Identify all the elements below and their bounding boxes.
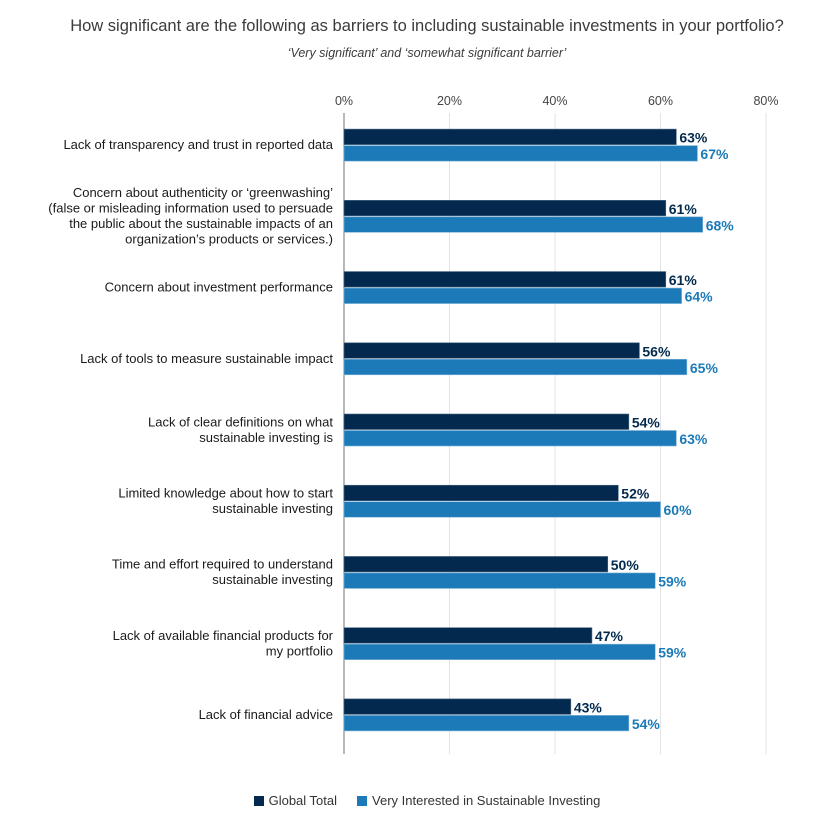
x-tick-label: 20% xyxy=(437,94,462,108)
bar-global-total xyxy=(343,484,619,502)
value-label-global-total: 43% xyxy=(574,699,603,715)
value-label-very-interested: 63% xyxy=(679,431,708,447)
bar-global-total xyxy=(343,627,593,644)
value-label-global-total: 61% xyxy=(669,272,698,288)
category-label: Lack of transparency and trust in report… xyxy=(63,137,333,152)
bar-very-interested xyxy=(343,501,661,518)
bar-global-total xyxy=(343,342,640,359)
value-label-global-total: 54% xyxy=(632,415,661,431)
category-label: Concern about authenticity or ‘greenwash… xyxy=(48,185,333,247)
bar-very-interested xyxy=(343,145,698,162)
x-tick-label: 40% xyxy=(542,94,567,108)
value-label-very-interested: 64% xyxy=(685,289,714,305)
category-label: Limited knowledge about how to start sust… xyxy=(118,485,333,516)
value-label-very-interested: 54% xyxy=(632,716,661,732)
legend-swatch-global-total xyxy=(253,795,264,806)
bar-global-total xyxy=(343,698,572,715)
legend-label-very-interested: Very Interested in Sustainable Investing xyxy=(372,793,601,808)
category-label: Lack of tools to measure sustainable imp… xyxy=(80,351,333,366)
bar-very-interested xyxy=(343,287,682,304)
x-tick-label: 60% xyxy=(648,94,673,108)
bar-very-interested xyxy=(343,430,677,447)
category-label: Time and effort required to understand su… xyxy=(112,557,333,588)
bar-global-total xyxy=(343,200,667,217)
value-label-very-interested: 60% xyxy=(664,502,693,518)
bar-very-interested xyxy=(343,358,688,376)
legend-item-global-total: Global Total xyxy=(253,793,338,808)
value-label-global-total: 50% xyxy=(611,557,640,573)
value-label-very-interested: 59% xyxy=(658,645,687,661)
bar-global-total xyxy=(343,128,677,145)
value-label-global-total: 52% xyxy=(621,486,650,502)
value-label-global-total: 63% xyxy=(679,130,708,146)
legend-label-global-total: Global Total xyxy=(268,793,338,808)
value-label-global-total: 61% xyxy=(669,201,698,217)
x-tick-label: 80% xyxy=(753,94,778,108)
chart-title: How significant are the following as bar… xyxy=(70,17,784,35)
bar-very-interested xyxy=(343,572,656,589)
x-tick-label: 0% xyxy=(335,94,353,108)
bar-global-total xyxy=(343,556,609,573)
value-label-very-interested: 65% xyxy=(690,360,719,376)
category-label: Lack of available financial products for… xyxy=(113,628,334,659)
category-label: Lack of financial advice xyxy=(199,707,333,722)
legend: Global Total Very Interested in Sustaina… xyxy=(0,793,840,808)
value-label-global-total: 47% xyxy=(595,628,624,644)
value-label-very-interested: 59% xyxy=(658,573,687,589)
chart-subtitle: ‘Very significant’ and ‘somewhat signifi… xyxy=(287,46,567,60)
legend-item-very-interested: Very Interested in Sustainable Investing xyxy=(357,793,600,808)
category-label: Lack of clear definitions on what sustain… xyxy=(148,414,333,445)
bar-very-interested xyxy=(343,216,704,233)
bar-very-interested xyxy=(343,715,630,732)
bar-global-total xyxy=(343,271,667,288)
value-label-very-interested: 68% xyxy=(706,217,735,233)
bar-global-total xyxy=(343,413,630,430)
value-label-global-total: 56% xyxy=(642,343,671,359)
category-label: Concern about investment performance xyxy=(105,280,333,295)
bar-very-interested xyxy=(343,643,656,660)
value-label-very-interested: 67% xyxy=(700,146,729,162)
legend-swatch-very-interested xyxy=(357,795,368,806)
